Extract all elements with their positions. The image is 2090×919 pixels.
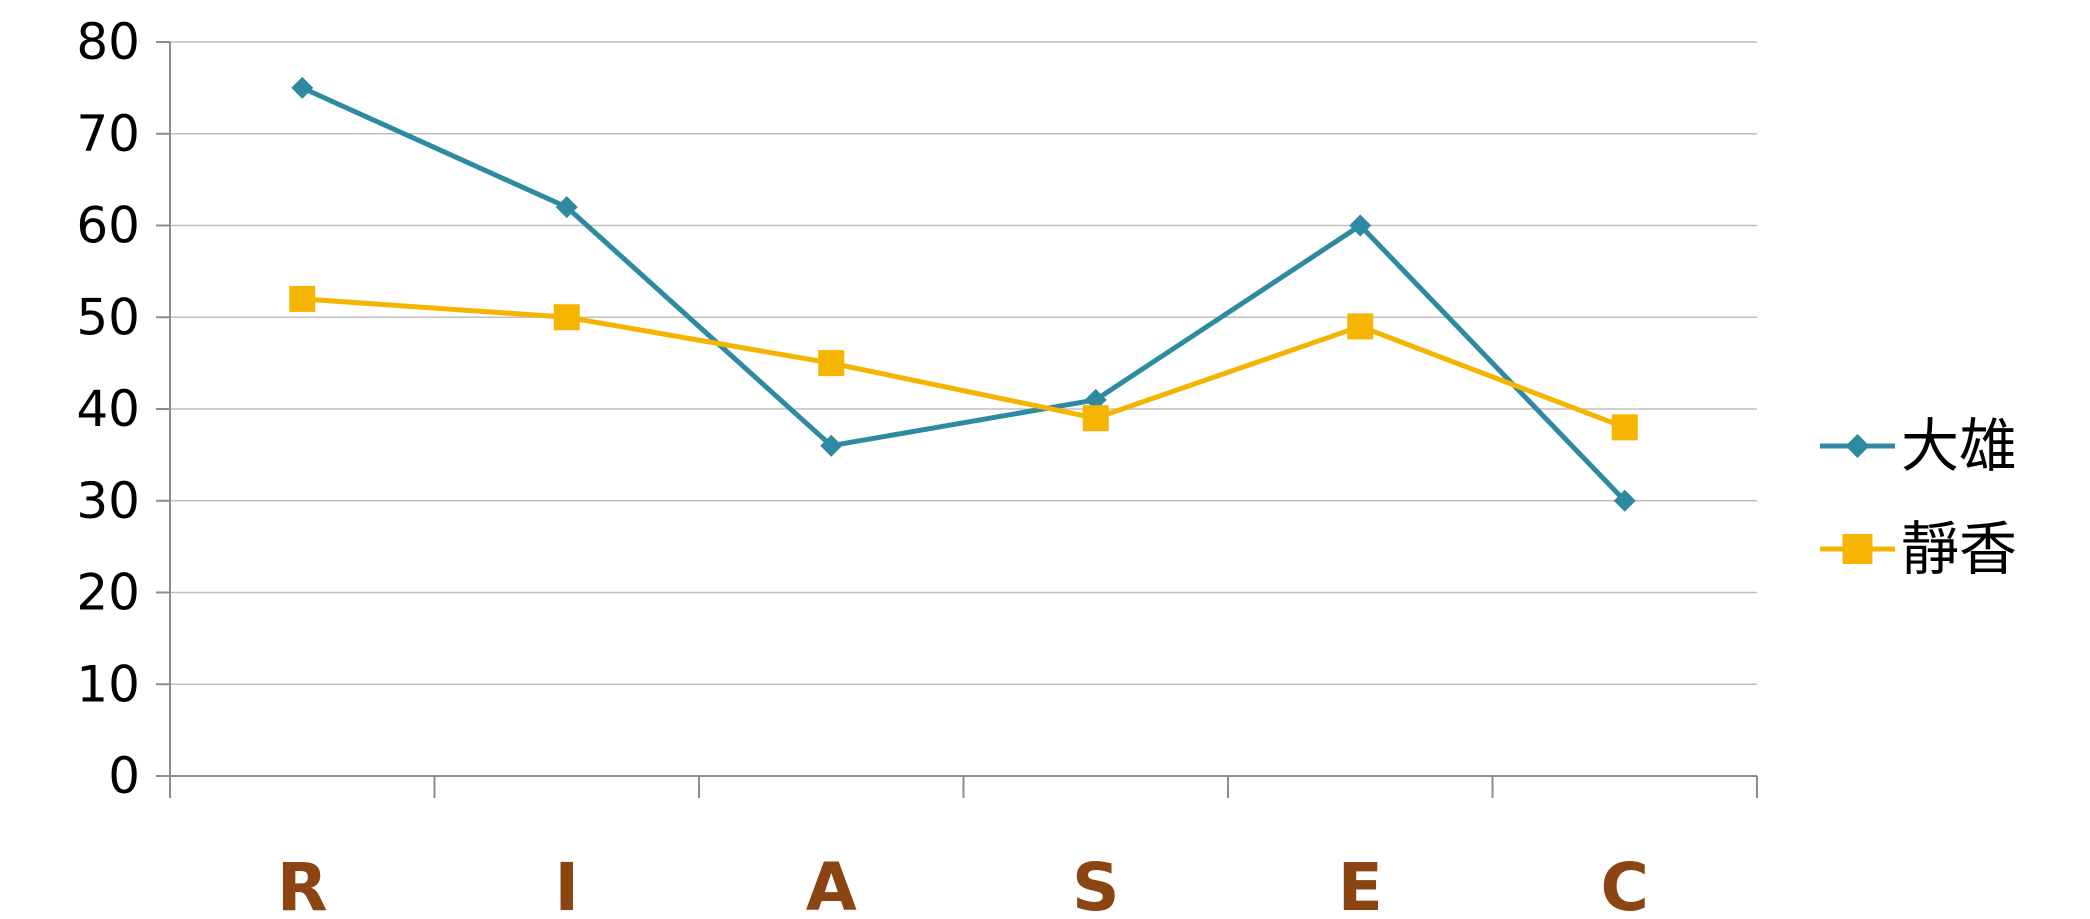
series-lines bbox=[289, 76, 1638, 512]
square-marker bbox=[1611, 414, 1638, 441]
y-tick-label: 80 bbox=[76, 13, 140, 71]
x-tick-label: A bbox=[806, 849, 857, 919]
x-tick-label: I bbox=[554, 849, 579, 919]
y-tick-label: 10 bbox=[76, 655, 140, 713]
diamond-marker bbox=[555, 196, 578, 219]
legend-item: 靜香 bbox=[1820, 515, 2017, 583]
square-marker bbox=[289, 285, 316, 312]
x-tick-label: R bbox=[277, 849, 328, 919]
y-axis-ticks: 0 10 20 30 40 50 60 70 80 bbox=[76, 13, 140, 805]
x-tick-label: C bbox=[1601, 849, 1649, 919]
x-tick-label: E bbox=[1338, 849, 1383, 919]
legend-label: 大雄 bbox=[1901, 412, 2017, 480]
square-marker bbox=[818, 350, 845, 377]
y-tick-label: 30 bbox=[76, 472, 140, 530]
diamond-marker bbox=[820, 434, 843, 457]
series-jingxiang bbox=[289, 285, 1638, 441]
y-tick-label: 50 bbox=[76, 288, 140, 346]
diamond-marker bbox=[1613, 489, 1636, 512]
diamond-marker bbox=[1845, 434, 1870, 458]
series-datong bbox=[291, 76, 1636, 512]
y-tick-label: 0 bbox=[108, 747, 140, 805]
y-tick-label: 70 bbox=[76, 105, 140, 163]
gridlines bbox=[170, 41, 1757, 685]
square-marker bbox=[1347, 313, 1374, 340]
legend-item: 大雄 bbox=[1820, 412, 2017, 480]
diamond-marker bbox=[1349, 214, 1372, 237]
diamond-marker bbox=[291, 76, 314, 99]
square-marker bbox=[1082, 405, 1109, 432]
y-tick-label: 20 bbox=[76, 564, 140, 622]
square-marker bbox=[553, 304, 580, 331]
legend-label: 靜香 bbox=[1901, 515, 2017, 583]
y-tick-label: 60 bbox=[76, 197, 140, 255]
y-tick-label: 40 bbox=[76, 380, 140, 438]
series-line bbox=[301, 85, 1627, 503]
series-line bbox=[302, 296, 1626, 430]
x-tick-label: S bbox=[1072, 849, 1120, 919]
axes bbox=[156, 41, 1758, 798]
square-marker bbox=[1842, 534, 1873, 564]
